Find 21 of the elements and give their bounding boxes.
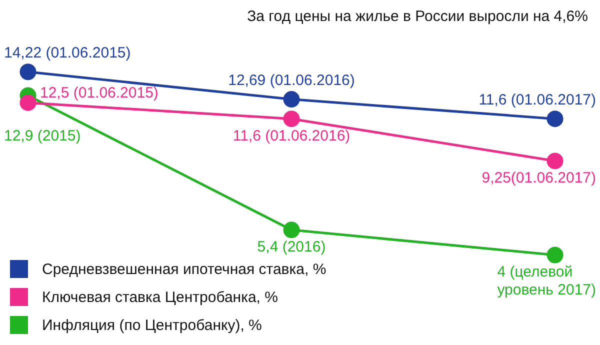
point — [546, 246, 564, 264]
point — [283, 222, 300, 238]
point — [283, 110, 300, 128]
legend-label: Средневзвешенная ипотечная ставка, % — [42, 260, 326, 278]
data-label: 11,6 (01.06.2016) — [232, 127, 350, 144]
point — [546, 110, 564, 128]
data-label: 14,22 (01.06.2015) — [4, 44, 131, 62]
point — [283, 91, 300, 108]
data-label: 4 (целевой уровень 2017) — [497, 264, 596, 299]
chart-title: За год цены на жилье в России выросли на 4,6% — [247, 8, 588, 25]
point — [546, 152, 564, 170]
data-label: 12,9 (2015) — [4, 127, 81, 144]
legend-label: Ключевая ставка Центробанка, % — [42, 288, 278, 306]
legend-label: Инфляция (по Центробанку), % — [42, 316, 262, 334]
data-label: 12,69 (01.06.2016) — [228, 72, 355, 89]
data-label: 5,4 (2016) — [257, 238, 326, 256]
data-label: 11,6 (01.06.2017) — [478, 91, 596, 108]
point — [20, 64, 36, 80]
point — [20, 94, 36, 111]
data-label: 12,5 (01.06.2015) — [40, 84, 158, 102]
data-label: 9,25(01.06.2017) — [482, 170, 596, 187]
